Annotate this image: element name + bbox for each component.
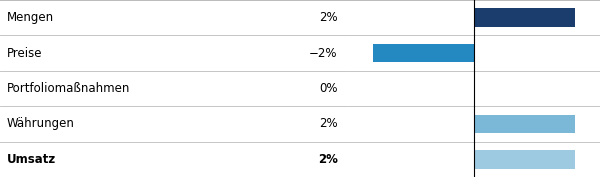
Text: Mengen: Mengen xyxy=(7,11,54,24)
Bar xyxy=(474,115,575,133)
Bar xyxy=(474,8,575,27)
Text: 2%: 2% xyxy=(319,117,338,130)
Text: Umsatz: Umsatz xyxy=(7,153,56,166)
Text: Preise: Preise xyxy=(7,47,43,60)
Text: 2%: 2% xyxy=(317,153,338,166)
Text: 2%: 2% xyxy=(319,11,338,24)
Text: Portfoliomaßnahmen: Portfoliomaßnahmen xyxy=(7,82,130,95)
Bar xyxy=(474,150,575,169)
Text: 0%: 0% xyxy=(319,82,338,95)
Text: −2%: −2% xyxy=(309,47,338,60)
Bar xyxy=(373,44,474,62)
Text: Währungen: Währungen xyxy=(7,117,75,130)
